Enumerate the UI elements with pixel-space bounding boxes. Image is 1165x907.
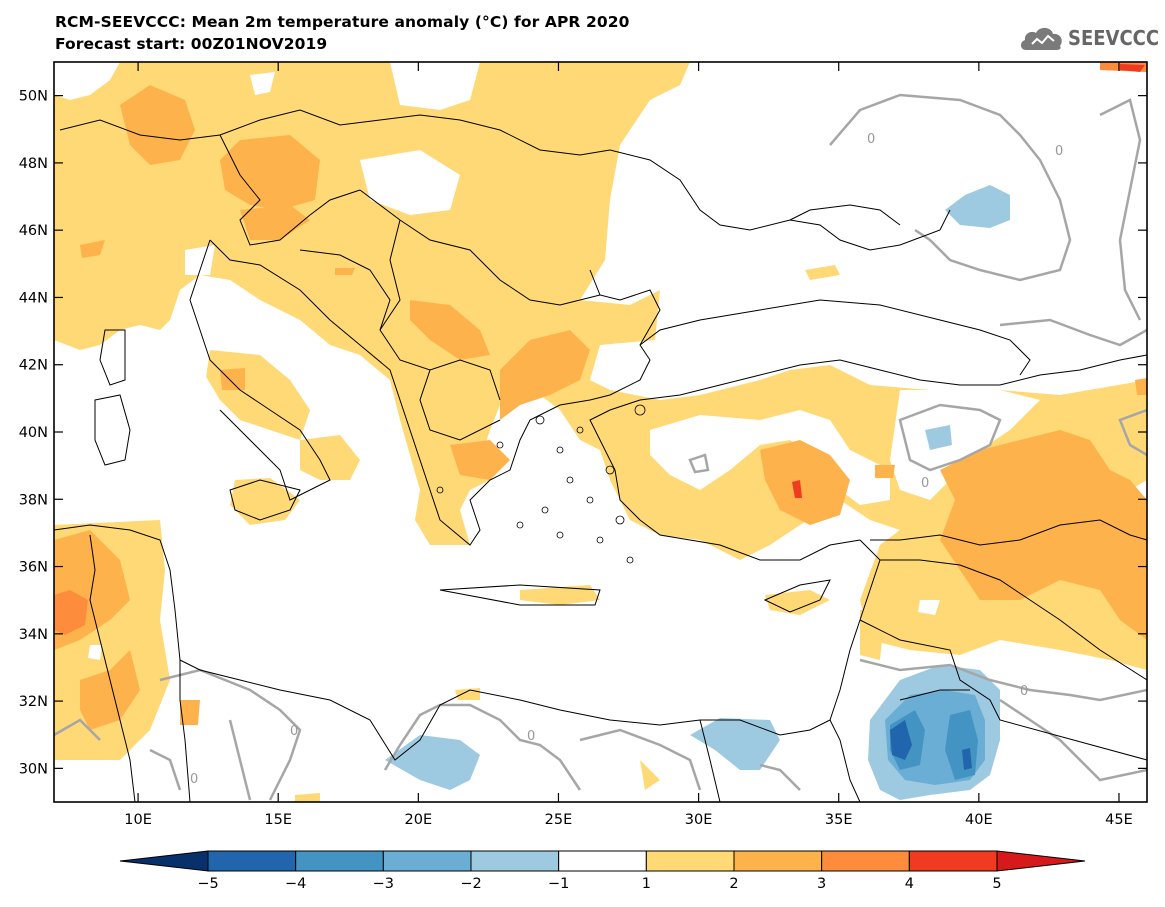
- lon-tick-label: 45E: [1105, 812, 1133, 828]
- colorbar-label: −3: [373, 876, 394, 892]
- colorbar-swatch: [470, 850, 560, 872]
- colorbar-swatch: [733, 850, 823, 872]
- lat-tick-label: 40N: [19, 425, 48, 441]
- lat-tick-label: 46N: [19, 223, 48, 239]
- contour-label: 0: [1020, 684, 1028, 699]
- colorbar-label: 5: [992, 876, 1001, 892]
- colorbar-swatch: [295, 850, 384, 872]
- colorbar-swatch: [645, 850, 735, 872]
- contour-label: 0: [867, 132, 875, 147]
- anomaly-2-3-fill: [54, 85, 1147, 730]
- logo-text: SEEVCCC: [1068, 26, 1160, 50]
- aegean-islands: [436, 404, 646, 564]
- contour-label: 0: [190, 772, 198, 787]
- zero-contours: [54, 93, 1147, 801]
- colorbar-swatch: [207, 850, 297, 872]
- lat-tick-label: 34N: [19, 627, 48, 643]
- colorbar-swatch: [821, 850, 910, 872]
- colorbar-label: −1: [548, 876, 569, 892]
- colorbar-swatch: [908, 850, 998, 872]
- cloud-icon: [1020, 27, 1062, 50]
- colorbar-label: −4: [285, 876, 306, 892]
- colorbar-label: 1: [642, 876, 651, 892]
- coastlines-and-borders: [54, 109, 1147, 802]
- contour-label: 0: [921, 476, 929, 491]
- forecast-start-subtitle: Forecast start: 00Z01NOV2019: [55, 35, 328, 53]
- colorbar-label: 3: [817, 876, 826, 892]
- contour-labels: 0 0 0 0 0 0 0: [190, 132, 1063, 787]
- lon-tick-label: 10E: [124, 812, 152, 828]
- lon-tick-label: 15E: [264, 812, 292, 828]
- colorbar-swatch: [382, 850, 472, 872]
- lat-tick-label: 42N: [19, 358, 48, 374]
- lon-tick-label: 30E: [685, 812, 713, 828]
- lon-tick-label: 35E: [825, 812, 853, 828]
- contour-label: 0: [290, 724, 298, 739]
- contour-label: 0: [1055, 144, 1063, 159]
- colorbar-swatch: [558, 850, 647, 872]
- lat-tick-label: 44N: [19, 290, 48, 306]
- lat-tick-label: 36N: [19, 560, 48, 576]
- map-title: RCM-SEEVCCC: Mean 2m temperature anomaly…: [55, 13, 630, 31]
- lon-tick-label: 25E: [545, 812, 573, 828]
- lat-tick-label: 30N: [19, 761, 48, 777]
- seevccc-logo: SEEVCCC: [1018, 22, 1159, 56]
- longitude-axis: 10E 15E 20E 25E 30E 35E 40E 45E: [124, 62, 1133, 828]
- lat-tick-label: 48N: [19, 156, 48, 172]
- anomaly-negative-fill: [385, 185, 1010, 800]
- contour-label: 0: [527, 729, 535, 744]
- anomaly-4-5-fill: [792, 64, 1145, 498]
- lat-tick-label: 32N: [19, 694, 48, 710]
- colorbar-min-triangle: [119, 850, 209, 872]
- colorbar-label: 4: [905, 876, 914, 892]
- lon-tick-label: 40E: [965, 812, 993, 828]
- map-plot-area: 0 0 0 0 0 0 0: [54, 62, 1147, 802]
- colorbar-label: 2: [729, 876, 738, 892]
- lat-tick-label: 50N: [19, 89, 48, 105]
- anomaly-near-zero-holes: [54, 62, 1147, 660]
- colorbar-max-triangle: [996, 850, 1086, 872]
- colorbar: −5 −4 −3 −2 −1 1 2 3 4 5: [119, 850, 1086, 892]
- latitude-axis: 50N 48N 46N 44N 42N 40N 38N 36N 34N 32N 30N: [19, 89, 1147, 777]
- colorbar-label: −5: [197, 876, 218, 892]
- lat-tick-label: 38N: [19, 492, 48, 508]
- lon-tick-label: 20E: [405, 812, 433, 828]
- colorbar-label: −2: [460, 876, 481, 892]
